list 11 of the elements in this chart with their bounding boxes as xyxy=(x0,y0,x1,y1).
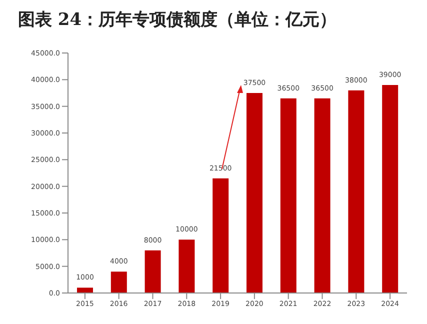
chart-title: 图表 24：历年专项债额度（单位：亿元） xyxy=(18,9,338,31)
bar xyxy=(280,98,296,293)
bar xyxy=(77,288,93,293)
bar xyxy=(178,240,195,293)
bar xyxy=(314,98,330,293)
bar xyxy=(110,272,127,293)
bar xyxy=(212,178,229,293)
bar xyxy=(144,250,161,293)
bar xyxy=(246,93,262,293)
bar xyxy=(382,85,398,293)
bar xyxy=(348,90,364,293)
